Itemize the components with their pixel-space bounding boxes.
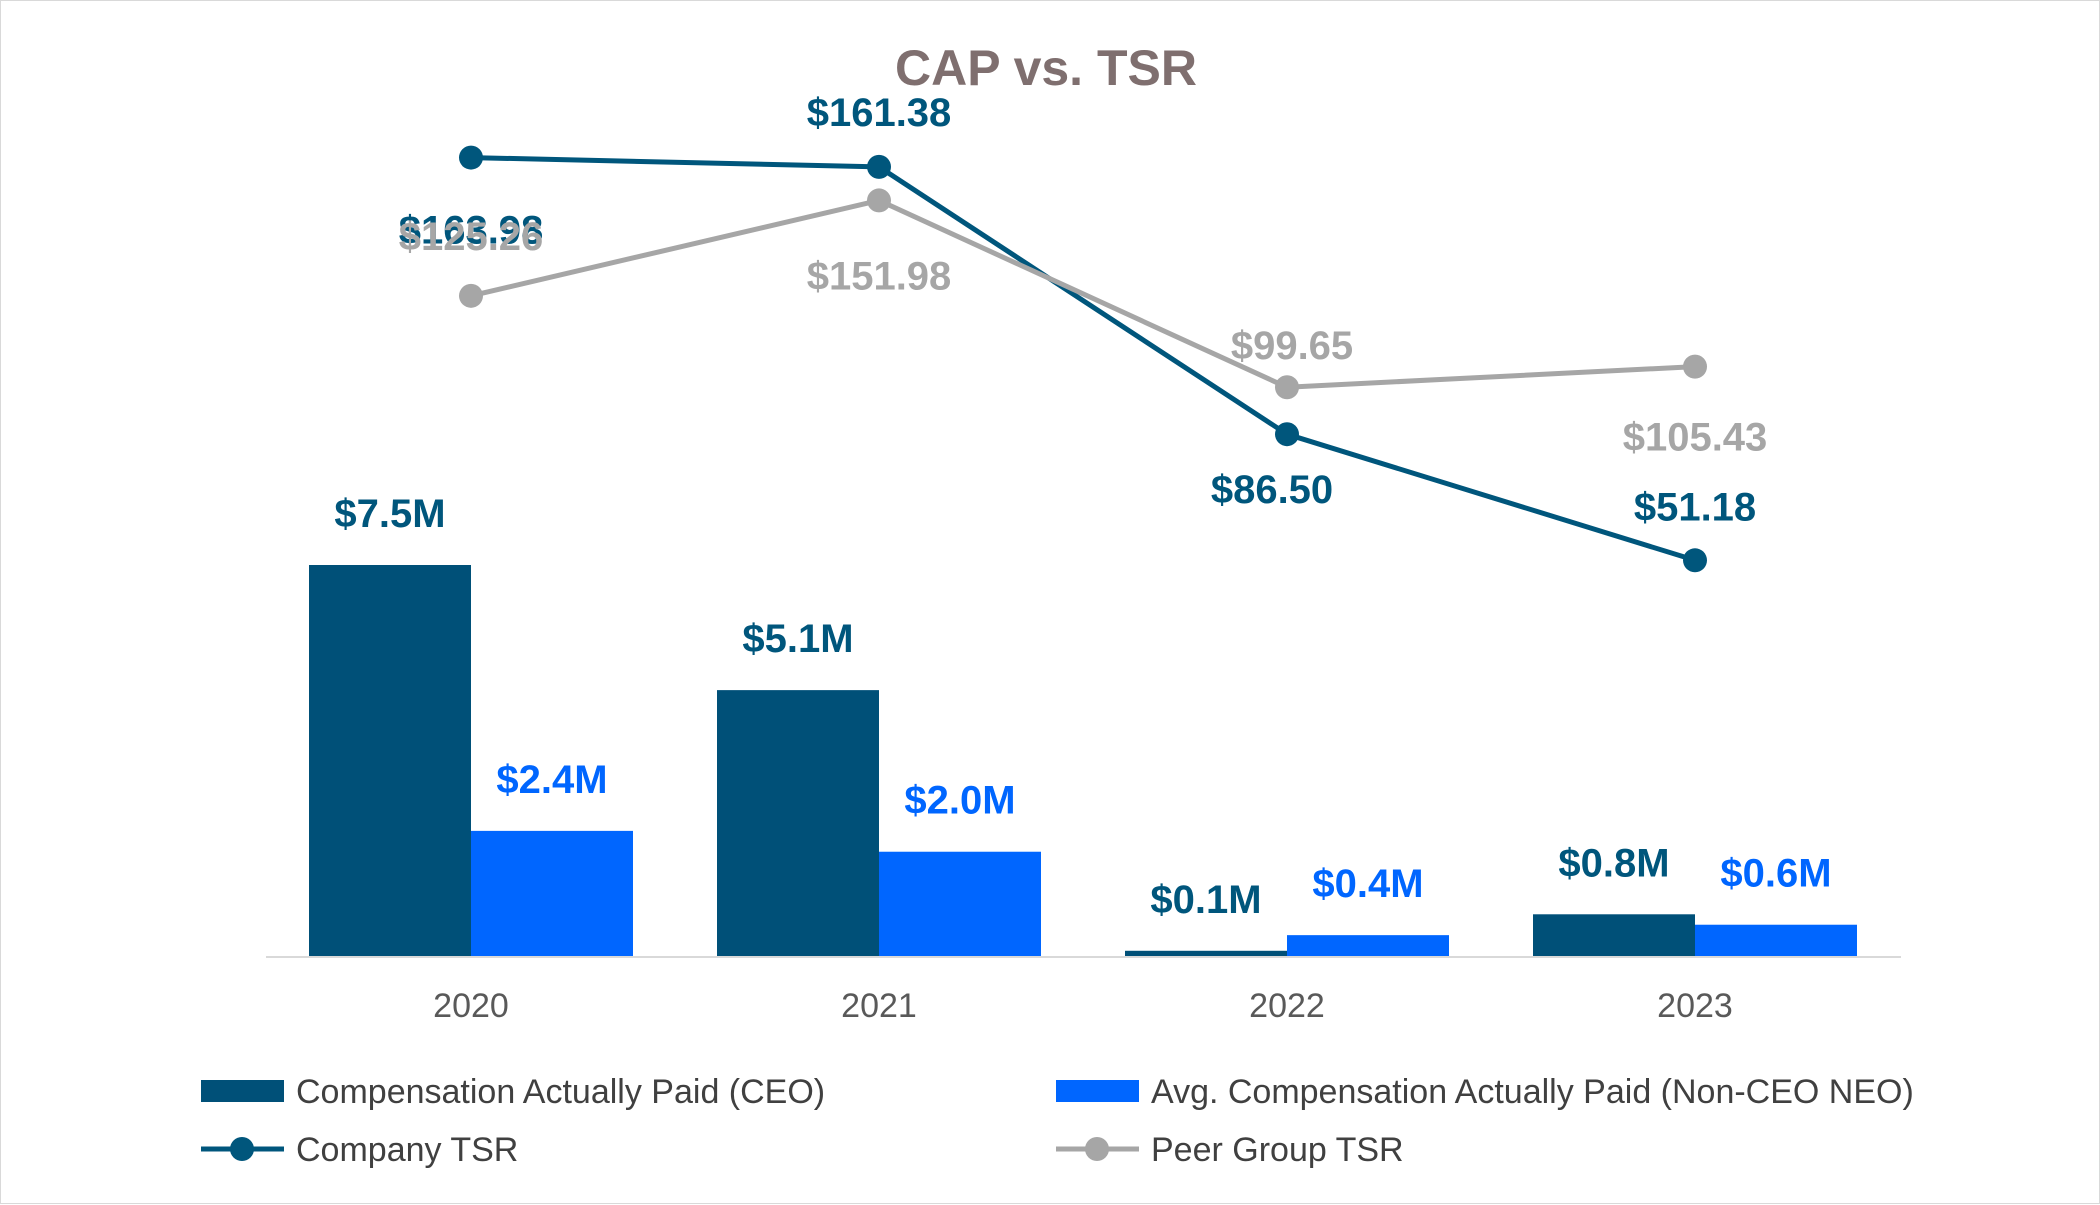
legend-swatch-ceo xyxy=(201,1080,284,1102)
x-tick-2021: 2021 xyxy=(841,987,917,1025)
bar-label-ceo-2023: $0.8M xyxy=(1558,841,1669,885)
bar-label-neo-2022: $0.4M xyxy=(1312,862,1423,906)
legend-label-company-tsr: Company TSR xyxy=(296,1131,518,1169)
company-tsr-point-2023 xyxy=(1683,548,1707,573)
bar-ceo-2021 xyxy=(717,690,879,956)
bar-label-neo-2020: $2.4M xyxy=(496,758,607,802)
peer-tsr-label-2020: $125.26 xyxy=(399,215,544,259)
legend-label-peer-tsr: Peer Group TSR xyxy=(1151,1131,1404,1169)
bar-label-neo-2021: $2.0M xyxy=(904,779,1015,823)
legend: Compensation Actually Paid (CEO) Avg. Com… xyxy=(201,1073,1914,1169)
bar-label-ceo-2022: $0.1M xyxy=(1150,878,1261,922)
company-tsr-label-2021: $161.38 xyxy=(807,91,952,135)
legend-label-neo: Avg. Compensation Actually Paid (Non-CEO… xyxy=(1151,1073,1914,1111)
legend-marker-peer-tsr xyxy=(1085,1137,1109,1161)
company-tsr-line xyxy=(470,155,1696,563)
tsr-lines-group xyxy=(459,145,1707,573)
bar-ceo-2023 xyxy=(1533,914,1695,956)
peer-tsr-point-2021 xyxy=(867,188,891,213)
chart-title: CAP vs. TSR xyxy=(895,40,1197,96)
bar-neo-2022 xyxy=(1287,935,1449,956)
bar-labels-group: $7.5M $5.1M $0.1M $0.8M $2.4M $2.0M $0.4M $0.6M xyxy=(334,492,1831,922)
bar-neo-2020 xyxy=(471,830,633,956)
x-tick-2023: 2023 xyxy=(1657,987,1733,1025)
x-tick-2022: 2022 xyxy=(1249,987,1325,1025)
x-tick-labels: 2020 2021 2022 2023 xyxy=(433,987,1733,1025)
company-tsr-label-2020: $163.98 xyxy=(399,209,544,253)
company-tsr-point-2022 xyxy=(1275,422,1299,447)
bar-neo-2021 xyxy=(879,851,1041,956)
company-tsr-label-2022: $86.50 xyxy=(1211,468,1333,512)
legend-marker-company-tsr xyxy=(230,1137,254,1161)
bar-neo-2023 xyxy=(1695,924,1857,956)
company-tsr-label-2023: $51.18 xyxy=(1634,485,1756,529)
bars-group xyxy=(309,565,1857,956)
peer-tsr-label-2023: $105.43 xyxy=(1623,416,1768,460)
peer-tsr-line xyxy=(470,197,1696,390)
peer-tsr-label-2022: $99.65 xyxy=(1231,324,1353,368)
bar-label-ceo-2021: $5.1M xyxy=(742,617,853,661)
peer-tsr-point-2023 xyxy=(1683,354,1707,379)
peer-tsr-point-2022 xyxy=(1275,375,1299,400)
tsr-labels-group: $163.98 $161.38 $86.50 $51.18 $125.26 $151.98… xyxy=(399,91,1768,529)
bar-ceo-2022 xyxy=(1125,950,1287,956)
x-tick-2020: 2020 xyxy=(433,987,509,1025)
bar-label-ceo-2020: $7.5M xyxy=(334,492,445,536)
legend-label-ceo: Compensation Actually Paid (CEO) xyxy=(296,1073,825,1111)
company-tsr-point-2020 xyxy=(459,145,483,170)
legend-swatch-neo xyxy=(1056,1080,1139,1102)
peer-tsr-point-2020 xyxy=(459,283,483,308)
bar-ceo-2020 xyxy=(309,565,471,956)
peer-tsr-label-2021: $151.98 xyxy=(807,254,952,298)
bar-label-neo-2023: $0.6M xyxy=(1720,852,1831,896)
company-tsr-point-2021 xyxy=(867,154,891,179)
